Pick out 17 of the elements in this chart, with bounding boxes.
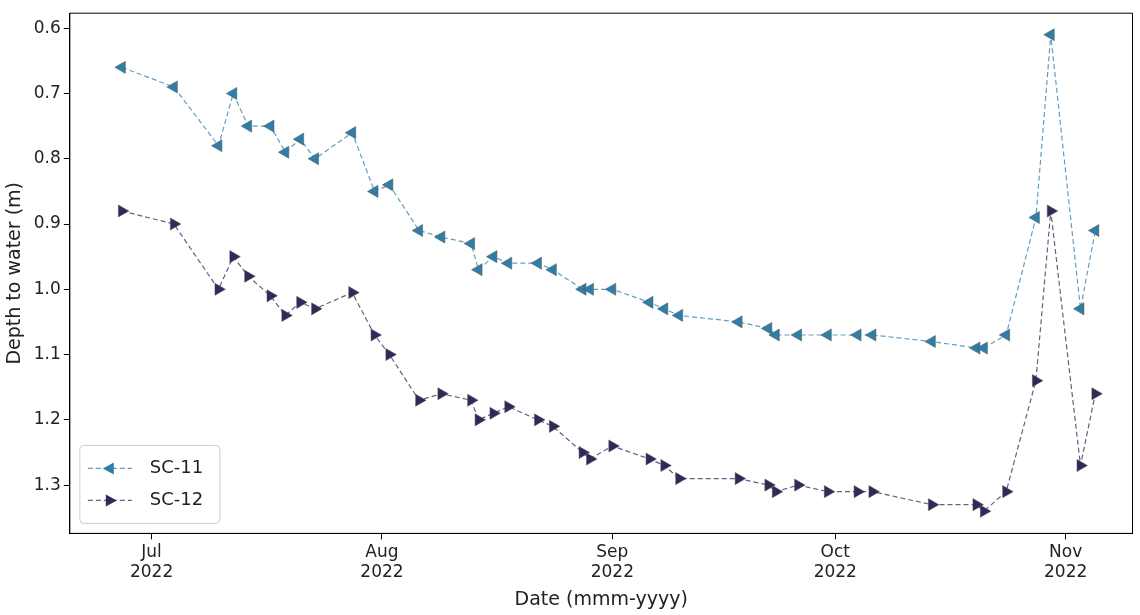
x-tick-label: Oct 2022	[813, 541, 857, 582]
y-tick-label: 1.2	[33, 408, 61, 429]
y-tick-label: 0.8	[33, 147, 61, 168]
y-tick-label: 1.3	[33, 473, 61, 494]
x-tick-label: Sep 2022	[590, 541, 634, 582]
x-tick-label: Nov 2022	[1043, 541, 1088, 582]
y-tick-label: 1.1	[33, 342, 61, 363]
y-axis-title: Depth to water (m)	[2, 182, 25, 365]
legend-label: SC-12	[149, 488, 204, 510]
legend-label: SC-11	[149, 456, 204, 478]
x-axis-title: Date (mmm-yyyy)	[514, 586, 688, 609]
y-tick-label: 0.7	[33, 81, 61, 102]
y-tick-label: 0.9	[33, 212, 61, 233]
x-tick-label: Jul 2022	[129, 541, 174, 582]
y-tick-label: 1.0	[33, 277, 61, 298]
y-tick-label: 0.6	[33, 16, 61, 37]
x-tick-label: Aug 2022	[360, 541, 404, 582]
